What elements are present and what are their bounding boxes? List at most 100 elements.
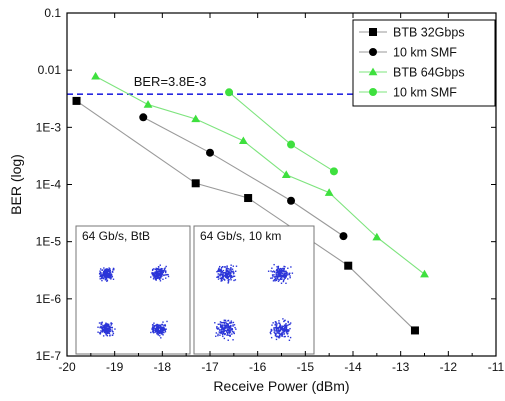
inset-frame (193, 225, 315, 355)
y-tick-label: 1E-4 (36, 178, 62, 192)
constellation-dot (283, 333, 285, 335)
constellation-dot (283, 335, 285, 338)
constellation-dot (157, 267, 159, 270)
constellation-dot (160, 331, 163, 333)
constellation-dot (281, 276, 283, 278)
constellation-dot (280, 271, 282, 273)
constellation-dot (108, 332, 111, 335)
constellation-dot (159, 264, 161, 266)
constellation-dot (158, 324, 161, 326)
constellation-dot (158, 330, 160, 332)
constellation-dot (275, 338, 278, 341)
constellation-dot (104, 276, 106, 278)
constellation-dot (154, 331, 156, 333)
constellation-dot (107, 274, 109, 277)
constellation-dot (278, 336, 280, 338)
constellation-dot (103, 276, 105, 278)
constellation-dot (160, 268, 162, 271)
constellation-dot (230, 279, 232, 281)
constellation-dot (155, 330, 157, 332)
constellation-dot (217, 323, 219, 326)
constellation-dot (161, 333, 163, 335)
constellation-dot (230, 270, 233, 273)
constellation-dot (281, 326, 284, 329)
constellation-dot (157, 325, 159, 327)
x-tick-label: -20 (58, 360, 76, 374)
constellation-dot (229, 277, 232, 279)
constellation-dot (283, 327, 286, 330)
constellation-dot (223, 322, 226, 324)
y-tick-label: 1E-6 (36, 292, 62, 306)
constellation-dot (217, 269, 220, 271)
constellation-dot (283, 278, 285, 281)
constellation-dot (111, 276, 114, 278)
constellation-dot (279, 333, 282, 336)
constellation-dot (109, 335, 111, 337)
constellation-dot (267, 270, 270, 272)
constellation-dot (106, 323, 108, 325)
constellation-dot (161, 270, 164, 273)
constellation-dot (160, 332, 163, 334)
constellation-dot (224, 273, 227, 276)
constellation-dot (272, 322, 274, 324)
constellation-dot (228, 332, 231, 334)
constellation-dot (277, 275, 279, 277)
constellation-dot (154, 327, 156, 330)
constellation-dot (163, 331, 165, 334)
constellation-dot (281, 335, 284, 337)
constellation-dot (284, 335, 286, 338)
data-point-square (344, 261, 353, 270)
constellation-dot (103, 274, 106, 276)
constellation-dot (152, 268, 154, 271)
constellation-dot (282, 280, 285, 283)
constellation-dot (112, 269, 114, 271)
constellation-dot (109, 330, 111, 332)
constellation-dot (282, 279, 285, 282)
constellation-dot (233, 275, 236, 278)
constellation-dot (229, 321, 231, 324)
constellation-dot (282, 275, 285, 278)
constellation-dot (110, 275, 112, 277)
constellation-dot (160, 328, 162, 330)
constellation-dot (100, 277, 103, 280)
data-point-circle (225, 88, 234, 97)
constellation-dot (214, 322, 216, 324)
constellation-dot (225, 327, 227, 329)
constellation-dot (276, 322, 278, 325)
constellation-dot (277, 326, 280, 329)
constellation-dot (287, 267, 289, 269)
constellation-dot (276, 277, 278, 279)
x-tick-label: -19 (106, 360, 124, 374)
constellation-dot (287, 320, 289, 323)
constellation-dot (105, 268, 107, 270)
constellation-dot (224, 333, 227, 335)
constellation-dot (271, 271, 274, 273)
constellation-dot (275, 328, 277, 330)
constellation-dot (220, 269, 223, 272)
constellation-dot (107, 276, 109, 278)
constellation-dot (270, 332, 272, 335)
constellation-dot (104, 326, 107, 329)
constellation-dot (112, 332, 115, 335)
constellation-dot (156, 332, 158, 334)
constellation-dot (273, 331, 275, 333)
constellation-dot (280, 276, 283, 278)
constellation-dot (231, 330, 234, 333)
constellation-dot (290, 266, 292, 268)
constellation-dot (271, 267, 273, 269)
constellation-dot (280, 272, 282, 275)
constellation-dot (216, 328, 219, 330)
constellation-dot (226, 334, 228, 336)
constellation-dot (107, 327, 110, 330)
constellation-dot (102, 324, 104, 327)
constellation-dot (223, 321, 225, 324)
constellation-dot (110, 276, 112, 279)
legend: BTB 32Gbps 10 km SMF BTB 64Gbps 10 km SMF (352, 19, 496, 107)
constellation-dot (164, 274, 166, 276)
series-line (143, 116, 344, 237)
constellation-dot (100, 275, 102, 277)
constellation-dot (156, 271, 158, 274)
constellation-dot (281, 333, 284, 336)
constellation-dot (285, 327, 287, 329)
